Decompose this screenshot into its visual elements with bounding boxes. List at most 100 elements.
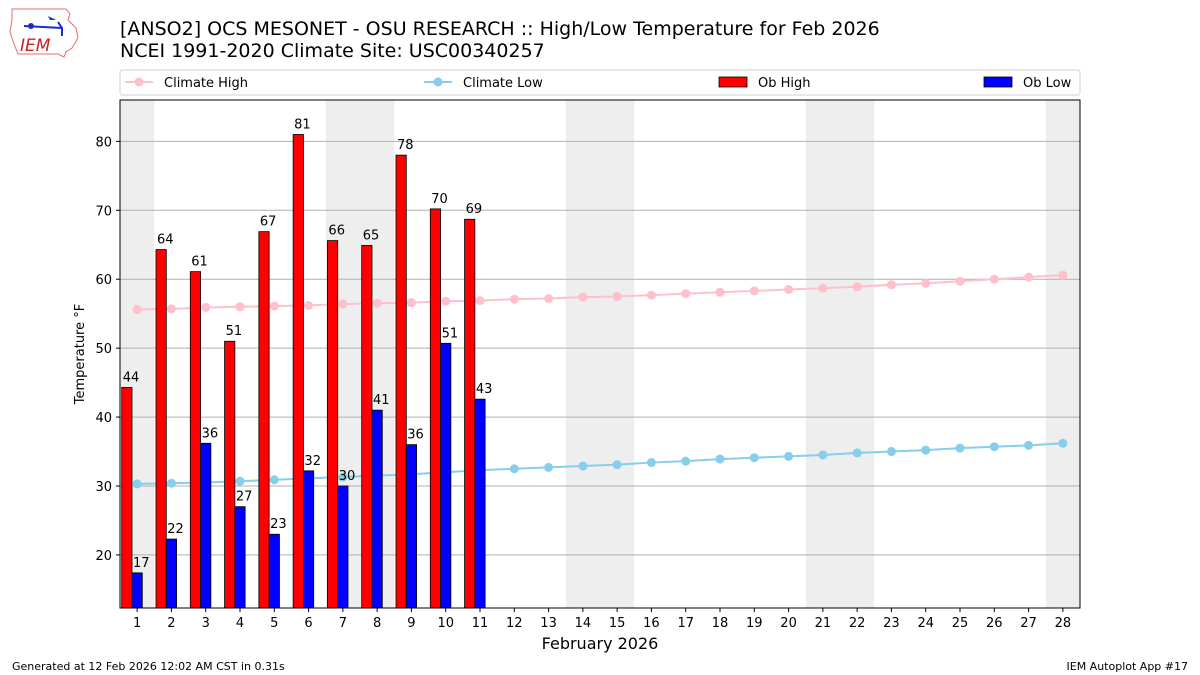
ob-high-label: 61	[191, 255, 208, 270]
climate-low-point	[886, 447, 896, 457]
climate-high-point	[166, 304, 176, 314]
ob-low-bar	[200, 442, 212, 609]
x-tick-label: 2	[167, 616, 175, 631]
iem-logo: IEM	[9, 8, 79, 58]
climate-low-point	[989, 442, 999, 452]
x-tick-label: 21	[815, 616, 832, 631]
climate-low-point	[578, 461, 588, 471]
svg-text:IEM: IEM	[20, 36, 51, 56]
climate-low-point	[509, 464, 519, 474]
weekend-shade	[840, 100, 875, 608]
climate-low-point	[166, 478, 176, 488]
x-tick-label: 26	[986, 616, 1003, 631]
ob-low-bar	[405, 444, 417, 609]
climate-high-point	[338, 299, 348, 309]
weekend-shade	[1045, 100, 1080, 608]
climate-high-point	[578, 292, 588, 302]
weekend-shade	[805, 100, 840, 608]
ob-low-label: 30	[339, 469, 356, 484]
ob-high-label: 67	[260, 215, 277, 230]
ob-high-bar	[189, 271, 201, 609]
x-tick-label: 12	[506, 616, 523, 631]
x-tick-label: 4	[236, 616, 244, 631]
climate-low-point	[132, 479, 142, 489]
legend: Climate High Climate Low Ob High Ob Low	[119, 69, 1081, 96]
x-tick-label: 23	[883, 616, 900, 631]
ob-high-bar	[429, 208, 441, 609]
ob-high-label: 65	[363, 228, 380, 243]
climate-high-point	[681, 289, 691, 299]
ob-low-label: 27	[236, 490, 253, 505]
legend-ob-high: Ob High	[718, 76, 811, 91]
ob-low-bar	[303, 470, 315, 609]
ob-low-label: 41	[373, 393, 390, 408]
climate-low-point	[544, 462, 554, 472]
x-tick-label: 15	[609, 616, 626, 631]
ob-high-bar	[224, 340, 236, 609]
climate-high-point	[886, 280, 896, 290]
ob-low-bar	[474, 398, 486, 609]
svg-text:Climate Low: Climate Low	[463, 76, 543, 91]
svg-text:Ob Low: Ob Low	[1023, 76, 1072, 91]
climate-high-point	[784, 285, 794, 295]
ob-low-bar	[337, 485, 349, 609]
ob-high-bar	[155, 249, 167, 609]
x-tick-label: 3	[202, 616, 210, 631]
climate-low-point	[818, 450, 828, 460]
ob-high-bar	[361, 245, 373, 609]
climate-low-point	[749, 453, 759, 463]
ob-low-label: 36	[202, 426, 219, 441]
climate-low-point	[715, 454, 725, 464]
ob-high-label: 81	[294, 117, 311, 132]
y-tick-label: 80	[95, 135, 112, 150]
y-axis-label: Temperature °F	[73, 304, 88, 405]
ob-low-bar	[371, 409, 383, 609]
climate-low-point	[1058, 438, 1068, 448]
climate-low-point	[269, 475, 279, 485]
y-tick-label: 30	[95, 480, 112, 495]
climate-high-point	[372, 298, 382, 308]
climate-high-point	[304, 300, 314, 310]
climate-high-point	[441, 296, 451, 306]
x-axis-label: February 2026	[542, 634, 659, 653]
climate-high-point	[715, 287, 725, 297]
y-tick-label: 60	[95, 273, 112, 288]
ob-low-label: 36	[407, 428, 424, 443]
climate-high-point	[544, 294, 554, 304]
footer-app: IEM Autoplot App #17	[1067, 660, 1189, 673]
climate-low-point	[235, 476, 245, 486]
legend-ob-low: Ob Low	[983, 76, 1072, 91]
ob-low-label: 17	[133, 556, 150, 571]
climate-high-point	[612, 291, 622, 301]
legend-climate-high: Climate High	[125, 76, 248, 91]
ob-low-label: 51	[442, 326, 459, 341]
ob-high-label: 51	[226, 324, 243, 339]
x-tick-label: 13	[540, 616, 557, 631]
x-tick-label: 1	[133, 616, 141, 631]
y-tick-label: 40	[95, 411, 112, 426]
climate-low-point	[1024, 440, 1034, 450]
svg-text:Ob High: Ob High	[758, 76, 811, 91]
climate-low-point	[681, 456, 691, 466]
climate-high-point	[1058, 270, 1068, 280]
climate-low-point	[784, 451, 794, 461]
ob-high-label: 44	[123, 370, 140, 385]
weekend-shade	[600, 100, 635, 608]
ob-low-bar	[131, 572, 143, 609]
climate-low-point	[852, 448, 862, 458]
climate-low-point	[612, 460, 622, 470]
x-tick-label: 27	[1020, 616, 1037, 631]
svg-text:Climate High: Climate High	[164, 76, 248, 91]
weekend-shade	[565, 100, 600, 608]
x-tick-label: 20	[780, 616, 797, 631]
ob-high-label: 64	[157, 233, 174, 248]
plot-frame	[119, 99, 1081, 609]
ob-low-label: 23	[270, 517, 287, 532]
climate-low-point	[338, 472, 348, 482]
climate-high-point	[1024, 272, 1034, 282]
x-tick-label: 16	[643, 616, 660, 631]
ob-low-bar	[268, 533, 280, 609]
footer-generated: Generated at 12 Feb 2026 12:02 AM CST in…	[12, 660, 285, 673]
x-tick-label: 25	[952, 616, 969, 631]
x-tick-label: 8	[373, 616, 381, 631]
